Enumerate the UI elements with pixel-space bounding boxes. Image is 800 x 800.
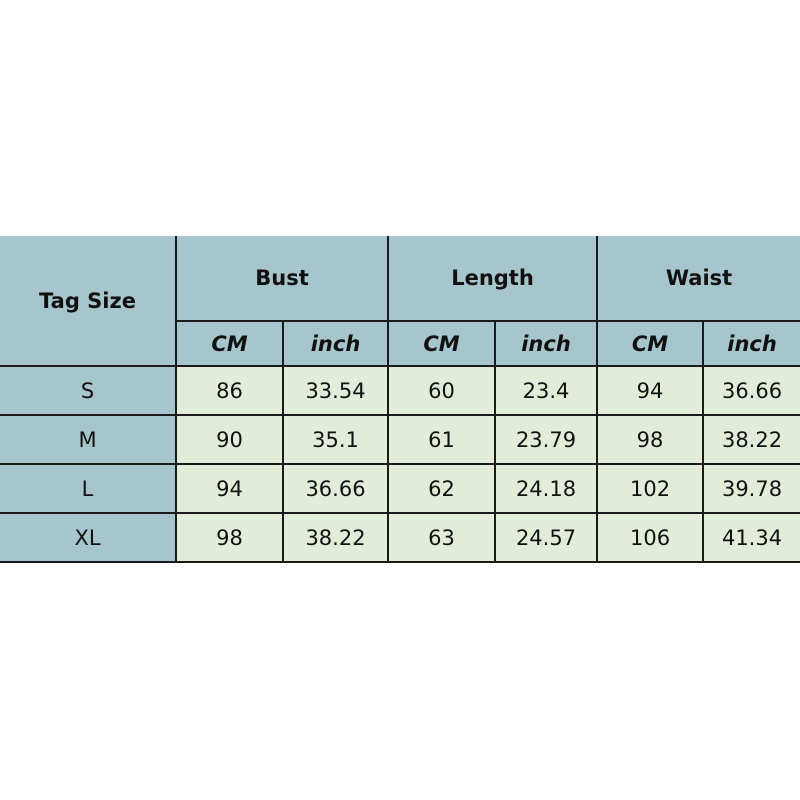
measurement-cell: 36.66	[702, 365, 800, 416]
measurement-cell: 24.57	[493, 512, 599, 563]
size-chart-table: Tag Size Bust Length Waist CM inch CM inch C…	[0, 236, 800, 563]
waist-header: Waist	[596, 236, 800, 322]
measurement-cell: 98	[175, 512, 284, 563]
unit-header-inch: inch	[702, 320, 800, 367]
measurement-cell: 106	[596, 512, 705, 563]
measurement-cell: 60	[387, 365, 496, 416]
measurement-cell: 94	[596, 365, 705, 416]
size-label: M	[0, 414, 177, 465]
measurement-cell: 94	[175, 463, 284, 514]
unit-header-cm: CM	[176, 320, 284, 367]
unit-header-cm: CM	[387, 320, 496, 367]
bust-header: Bust	[175, 236, 389, 322]
table-row: M 90 35.1 61 23.79 98 38.22	[0, 414, 800, 465]
table-row: XL 98 38.22 63 24.57 106 41.34	[0, 512, 800, 563]
measurement-cell: 24.18	[493, 463, 599, 514]
measurement-cell: 90	[175, 414, 284, 465]
measurement-cell: 36.66	[282, 463, 389, 514]
table-row: S 86 33.54 60 23.4 94 36.66	[0, 365, 800, 416]
measurement-cell: 33.54	[282, 365, 389, 416]
measurement-cell: 41.34	[702, 512, 800, 563]
size-label: S	[0, 365, 177, 416]
measurement-cell: 61	[387, 414, 496, 465]
measurement-cell: 63	[387, 512, 496, 563]
size-label: XL	[0, 512, 177, 563]
unit-header-cm: CM	[596, 320, 705, 367]
length-header: Length	[386, 236, 599, 322]
measurement-cell: 35.1	[282, 414, 389, 465]
size-label: L	[0, 463, 177, 514]
measurement-cell: 38.22	[282, 512, 389, 563]
table-row: L 94 36.66 62 24.18 102 39.78	[0, 463, 800, 514]
measurement-cell: 98	[596, 414, 705, 465]
measurement-cell: 23.4	[493, 365, 599, 416]
measurement-cell: 86	[175, 365, 284, 416]
measurement-cell: 39.78	[702, 463, 800, 514]
measurement-cell: 62	[387, 463, 496, 514]
measurement-cell: 38.22	[702, 414, 800, 465]
measurement-cell: 102	[596, 463, 705, 514]
unit-header-inch: inch	[493, 320, 599, 367]
tag-size-header: Tag Size	[0, 236, 177, 367]
measurement-cell: 23.79	[493, 414, 599, 465]
unit-header-inch: inch	[282, 320, 389, 367]
